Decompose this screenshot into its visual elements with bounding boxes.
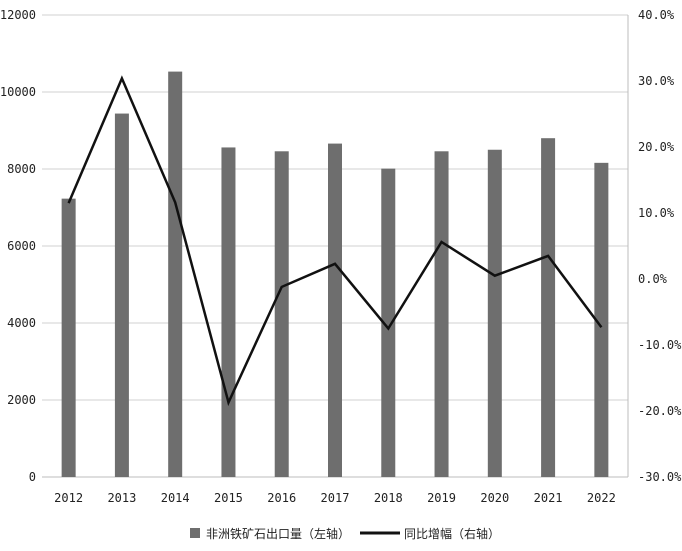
legend-label-exports: 非洲铁矿石出口量（左轴） [206,526,350,541]
bar-2018 [381,168,396,478]
bar-2019 [434,151,449,478]
x-axis-tick-label: 2016 [267,491,296,505]
legend-label-yoy: 同比增幅（右轴） [404,526,500,541]
x-axis-tick-label: 2012 [54,491,83,505]
right-axis-tick-label: -30.0% [638,470,682,484]
legend-swatch-exports [190,528,200,538]
left-axis-tick-label: 6000 [7,239,36,253]
right-axis-tick-label: 30.0% [638,74,675,88]
right-axis-tick-label: 20.0% [638,140,675,154]
left-axis-tick-label: 4000 [7,316,36,330]
right-axis-tick-label: -10.0% [638,338,682,352]
left-axis-tick-label: 12000 [0,8,36,22]
x-axis-tick-label: 2019 [427,491,456,505]
x-axis-tick-label: 2018 [374,491,403,505]
right-axis-tick-label: 0.0% [638,272,668,286]
bar-2013 [114,113,129,477]
right-axis-tick-label: -20.0% [638,404,682,418]
bar-2022 [594,162,609,477]
x-axis-tick-label: 2022 [587,491,616,505]
right-axis-tick-label: 10.0% [638,206,675,220]
x-axis-tick-label: 2015 [214,491,243,505]
bar-2015 [221,147,236,477]
bar-2017 [328,143,342,477]
left-axis-tick-label: 0 [29,470,36,484]
left-axis-tick-label: 10000 [0,85,36,99]
x-axis-tick-label: 2017 [321,491,350,505]
x-axis-tick-label: 2021 [534,491,563,505]
bar-2016 [274,151,289,478]
bar-2021 [541,138,556,477]
x-axis-tick-label: 2014 [161,491,190,505]
right-axis-tick-label: 40.0% [638,8,675,22]
yoy-growth-line [67,75,603,407]
left-axis-tick-label: 2000 [7,393,36,407]
x-axis-tick-label: 2020 [480,491,509,505]
bar-2020 [487,149,502,477]
bar-2012 [61,198,76,477]
x-axis-tick-label: 2013 [107,491,136,505]
left-axis-tick-label: 8000 [7,162,36,176]
bar-2014 [168,71,183,477]
